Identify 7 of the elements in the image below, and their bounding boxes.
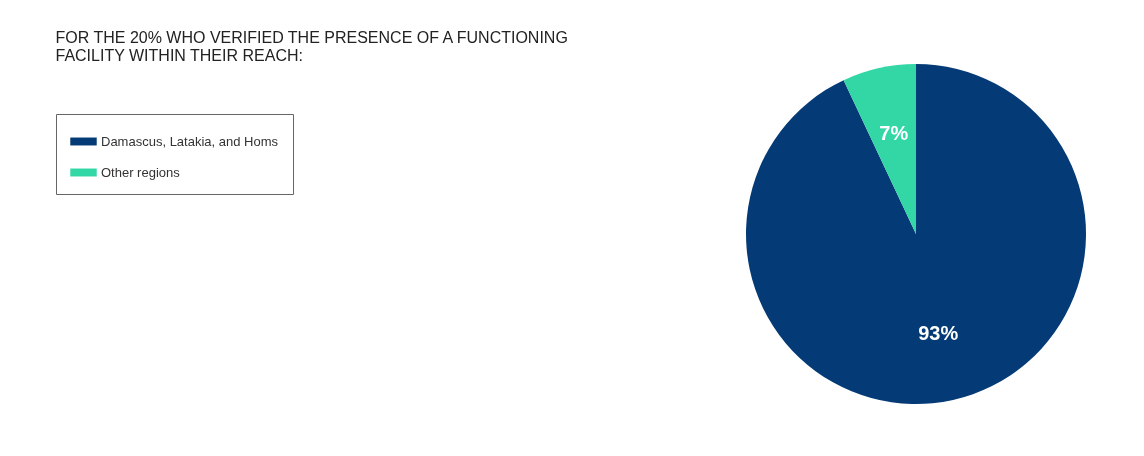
pie-slice (843, 64, 916, 234)
data-label: 7% (879, 122, 909, 145)
legend-label: Damascus, Latakia, and Homs (101, 133, 279, 149)
data-label: 93% (918, 321, 959, 344)
pie-slice (746, 64, 1086, 404)
chart-title: FOR THE 20% WHO VERIFIED THE PRESENCE OF A FUNCTIONING FACILITY WITHIN THEIR REACH: (55, 29, 568, 64)
legend-label: Other regions (101, 164, 181, 180)
